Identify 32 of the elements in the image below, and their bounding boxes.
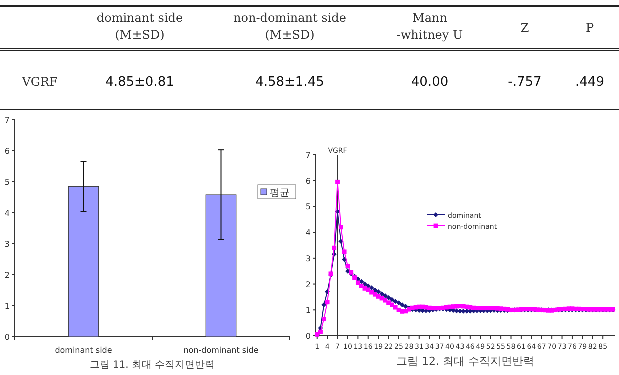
y-tick-label: 4 xyxy=(306,228,311,238)
caption: 그림 11. 최대 수직지면반력 xyxy=(90,360,216,371)
text: 4.58±1.45 xyxy=(256,75,324,90)
y-tick-label: 2 xyxy=(4,271,10,280)
y-tick-label: 0 xyxy=(4,333,10,342)
y-tick-label: 6 xyxy=(4,147,10,156)
category-label: dominant side (M±SD) xyxy=(96,11,184,42)
y-tick-label: 7 xyxy=(4,116,10,125)
y-tick-label: 6 xyxy=(306,176,311,186)
y-tick-label: 5 xyxy=(4,178,10,187)
y-tick-label: 7 xyxy=(306,151,311,160)
y-tick-label: 2 xyxy=(306,280,311,290)
text: .449 xyxy=(576,75,604,90)
y-tick-label: 1 xyxy=(4,302,10,311)
y-tick-label: 4 xyxy=(4,209,10,218)
y-tick-label: 1 xyxy=(306,306,311,316)
legend-label: 평균 xyxy=(270,188,290,199)
text: 40.00 xyxy=(411,75,449,90)
x-tick-label: non-dominant side xyxy=(184,346,259,355)
category-label: Mann -whitney U xyxy=(396,11,464,42)
category-label: P xyxy=(586,21,594,35)
caption: 그림 12. 최대 수직지면반력 xyxy=(396,355,534,368)
text: -.757 xyxy=(508,75,542,90)
category-label: non-dominant side (M±SD) xyxy=(234,11,346,42)
y-tick-label: 5 xyxy=(306,202,311,212)
y-tick-label: 0 xyxy=(306,332,311,341)
y-tick-label: 3 xyxy=(306,254,311,264)
category-label: Z xyxy=(520,21,530,35)
category-label: VGRF xyxy=(22,75,58,89)
y-tick-label: 3 xyxy=(4,240,10,249)
x-tick-label: dominant side xyxy=(55,346,112,355)
text: 4.85±0.81 xyxy=(106,75,174,90)
